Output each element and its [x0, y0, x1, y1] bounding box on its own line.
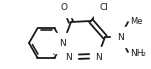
Text: 2: 2 [142, 53, 146, 57]
Text: N: N [117, 32, 123, 41]
Text: O: O [61, 2, 67, 12]
Text: Cl: Cl [100, 2, 108, 12]
Text: N: N [96, 53, 102, 61]
Text: Me: Me [130, 16, 143, 26]
Text: N: N [65, 53, 71, 63]
Text: NH: NH [130, 49, 143, 57]
Text: N: N [60, 39, 66, 47]
